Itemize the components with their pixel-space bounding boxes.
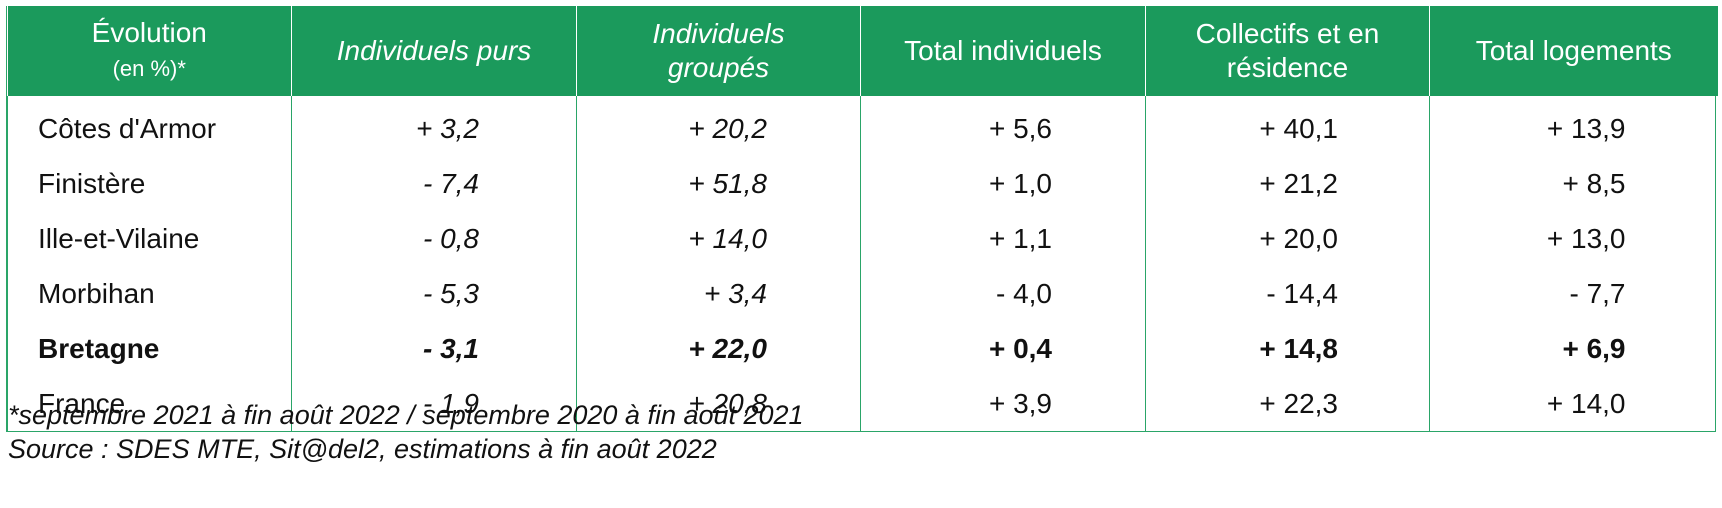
cell-value: - 4,0 xyxy=(995,277,1052,309)
cell-value: + 21,2 xyxy=(1259,167,1338,199)
header-evolution-unit: (en %)* xyxy=(112,56,186,81)
table-row: Bretagne - 3,1 + 22,0 + 0,4 + 14,8 + 6,9 xyxy=(7,321,1718,376)
table-row: Morbihan - 5,3 + 3,4 - 4,0 - 14,4 - 7,7 xyxy=(7,266,1718,321)
cell-value: + 8,5 xyxy=(1562,167,1626,199)
housing-evolution-table: Évolution (en %)* Individuels purs Indiv… xyxy=(7,6,1718,431)
table-cell: + 3,2 xyxy=(291,96,577,156)
cell-value: + 3,4 xyxy=(703,277,767,309)
cell-value: + 1,1 xyxy=(988,222,1052,254)
cell-value: + 0,4 xyxy=(988,332,1052,364)
header-individuels-groupes-line1: Individuels xyxy=(652,18,785,49)
cell-value: - 5,3 xyxy=(422,277,479,309)
row-label: France xyxy=(7,376,292,431)
table-cell: + 22,3 xyxy=(1145,376,1430,431)
cell-value: - 14,4 xyxy=(1266,277,1338,309)
header-collectifs: Collectifs et en résidence xyxy=(1145,6,1430,96)
cell-value: + 22,0 xyxy=(688,332,767,364)
cell-value: - 7,4 xyxy=(422,167,479,199)
header-evolution: Évolution (en %)* xyxy=(7,6,292,96)
cell-value: + 14,0 xyxy=(1546,387,1626,419)
cell-value: + 3,9 xyxy=(988,387,1052,419)
table-cell: - 5,3 xyxy=(291,266,577,321)
header-row: Évolution (en %)* Individuels purs Indiv… xyxy=(7,6,1718,96)
table-cell: + 20,0 xyxy=(1145,211,1430,266)
cell-value: + 13,0 xyxy=(1546,222,1626,254)
table-cell: + 13,9 xyxy=(1429,96,1718,156)
header-individuels-purs: Individuels purs xyxy=(291,6,577,96)
cell-value: - 3,1 xyxy=(422,332,479,364)
table-cell: + 40,1 xyxy=(1145,96,1430,156)
cell-value: + 51,8 xyxy=(688,167,767,199)
cell-value: + 22,3 xyxy=(1259,387,1338,419)
table-cell: - 1,9 xyxy=(291,376,577,431)
header-total-individuels: Total individuels xyxy=(860,6,1146,96)
table-cell: - 7,4 xyxy=(291,156,577,211)
cell-value: - 0,8 xyxy=(422,222,479,254)
table-cell: + 6,9 xyxy=(1429,321,1718,376)
table-row: Finistère - 7,4 + 51,8 + 1,0 + 21,2 + 8,5 xyxy=(7,156,1718,211)
table-cell: - 4,0 xyxy=(860,266,1146,321)
cell-value: + 14,8 xyxy=(1259,332,1338,364)
period-footnote: *septembre 2021 à fin août 2022 / septem… xyxy=(8,400,804,430)
cell-value: + 20,0 xyxy=(1259,222,1338,254)
cell-value: + 14,0 xyxy=(688,222,767,254)
row-label: Ille-et-Vilaine xyxy=(7,211,292,266)
table-cell: + 14,0 xyxy=(1429,376,1718,431)
source-note: Source : SDES MTE, Sit@del2, estimations… xyxy=(8,434,717,464)
row-label: Bretagne xyxy=(7,321,292,376)
header-individuels-groupes: Individuels groupés xyxy=(576,6,861,96)
cell-value: - 1,9 xyxy=(422,387,479,419)
table-cell: + 5,6 xyxy=(860,96,1146,156)
table-cell: + 8,5 xyxy=(1429,156,1718,211)
table-cell: + 13,0 xyxy=(1429,211,1718,266)
table-cell: + 21,2 xyxy=(1145,156,1430,211)
table-cell: - 0,8 xyxy=(291,211,577,266)
header-collectifs-line1: Collectifs et en xyxy=(1195,18,1380,49)
cell-value: + 40,1 xyxy=(1259,112,1338,144)
header-total-logements: Total logements xyxy=(1429,6,1718,96)
table-cell: + 14,8 xyxy=(1145,321,1430,376)
table-cell: + 14,0 xyxy=(576,211,861,266)
table-row: Côtes d'Armor + 3,2 + 20,2 + 5,6 + 40,1 + 13,… xyxy=(7,96,1718,156)
table-cell: + 20,2 xyxy=(576,96,861,156)
cell-value: + 1,0 xyxy=(988,167,1052,199)
header-evolution-title: Évolution xyxy=(91,17,207,48)
row-label: Morbihan xyxy=(7,266,292,321)
table-cell: + 1,1 xyxy=(860,211,1146,266)
cell-value: + 20,2 xyxy=(688,112,767,144)
table-cell: + 3,4 xyxy=(576,266,861,321)
table-cell: + 1,0 xyxy=(860,156,1146,211)
table-row: France - 1,9 + 20,8 + 3,9 + 22,3 + 14,0 xyxy=(7,376,1718,431)
table-cell: + 20,8 xyxy=(576,376,861,431)
table-row: Ille-et-Vilaine - 0,8 + 14,0 + 1,1 + 20,0 + 1… xyxy=(7,211,1718,266)
header-individuels-groupes-line2: groupés xyxy=(667,52,770,83)
table-cell: + 3,9 xyxy=(860,376,1146,431)
housing-evolution-table-container: Évolution (en %)* Individuels purs Indiv… xyxy=(6,6,1718,432)
cell-value: + 20,8 xyxy=(688,387,767,419)
row-label: Finistère xyxy=(7,156,292,211)
table-cell: - 14,4 xyxy=(1145,266,1430,321)
table-cell: + 51,8 xyxy=(576,156,861,211)
row-label: Côtes d'Armor xyxy=(7,96,292,156)
cell-value: + 5,6 xyxy=(988,112,1052,144)
table-notes: *septembre 2021 à fin août 2022 / septem… xyxy=(8,398,804,466)
table-cell: + 0,4 xyxy=(860,321,1146,376)
table-cell: - 3,1 xyxy=(291,321,577,376)
cell-value: - 7,7 xyxy=(1569,277,1626,309)
header-collectifs-line2: résidence xyxy=(1226,52,1349,83)
table-frame: Évolution (en %)* Individuels purs Indiv… xyxy=(6,6,1718,432)
cell-value: + 13,9 xyxy=(1546,112,1626,144)
table-cell: + 22,0 xyxy=(576,321,861,376)
cell-value: + 6,9 xyxy=(1562,332,1626,364)
table-cell: - 7,7 xyxy=(1429,266,1718,321)
cell-value: + 3,2 xyxy=(415,112,479,144)
